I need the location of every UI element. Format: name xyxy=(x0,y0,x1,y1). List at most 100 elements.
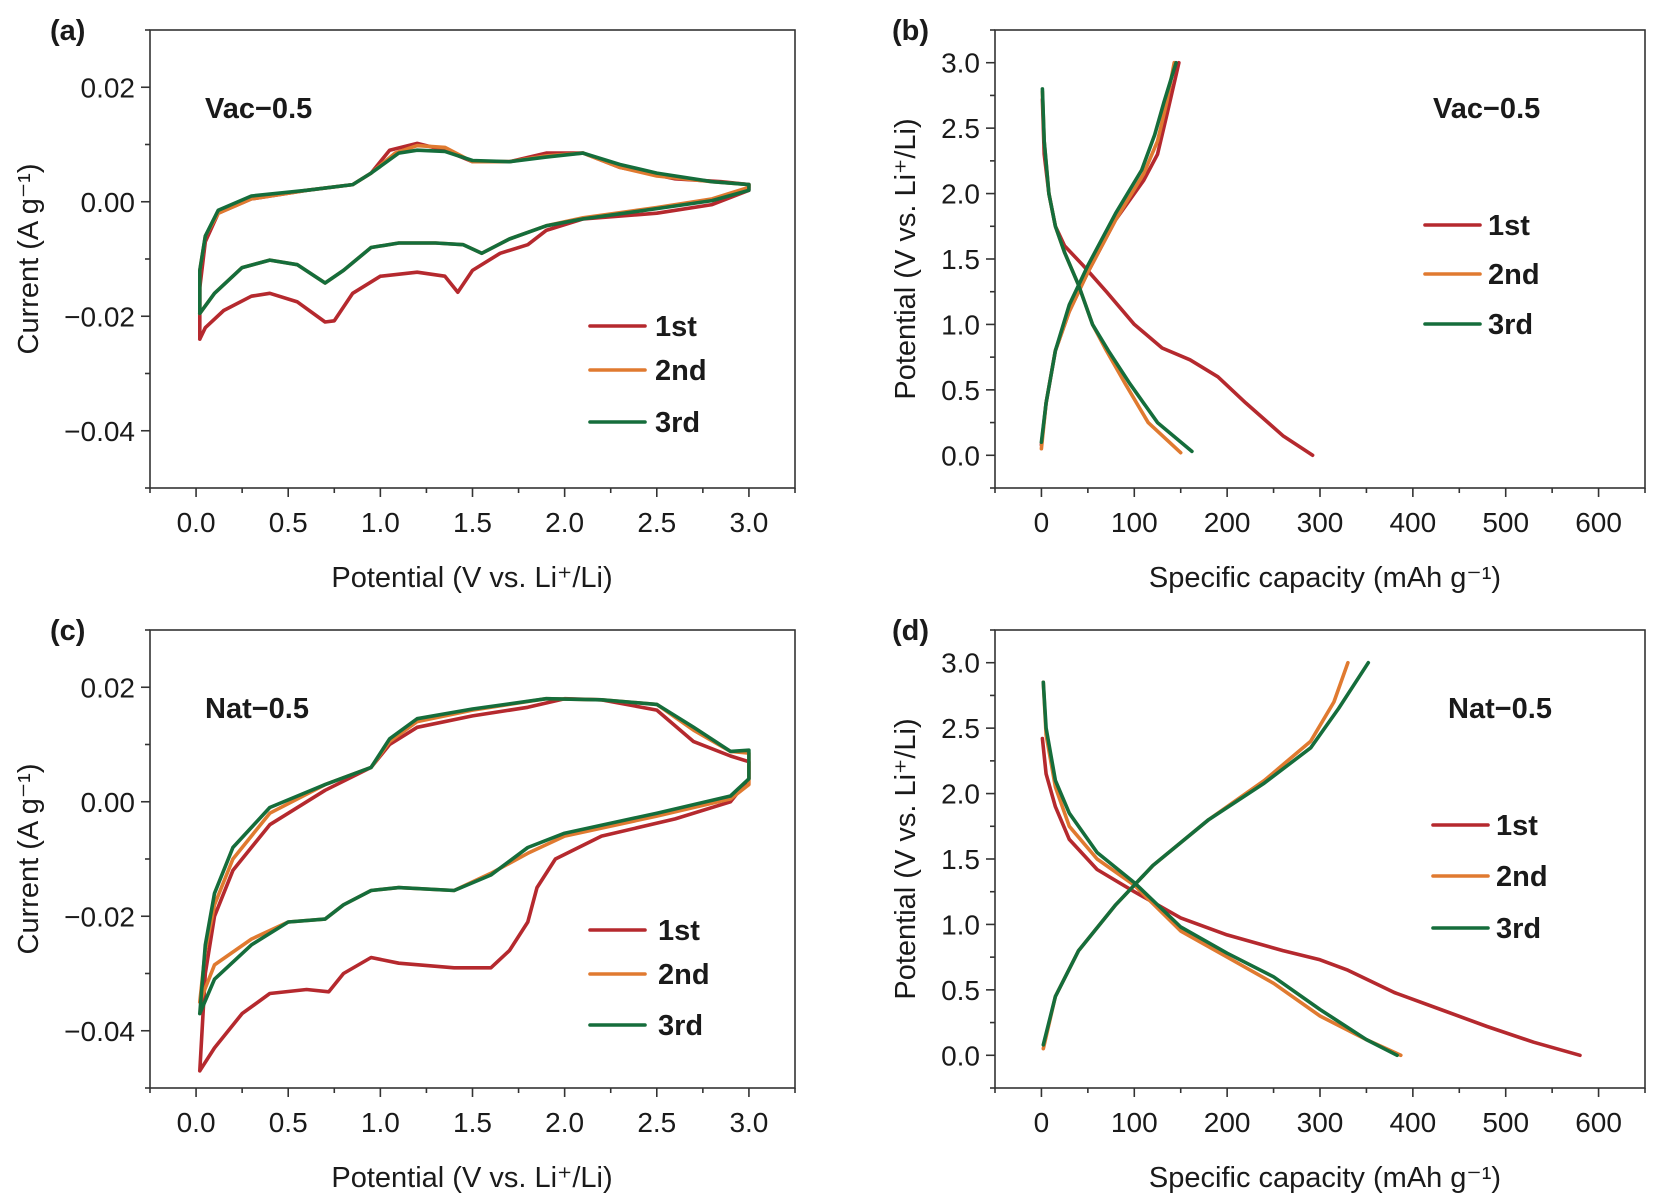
y-tick-label: 1.0 xyxy=(941,309,980,340)
panel-b: (b) 0 100 200 300 400 500 600 0.0 0.5 1.0 1.5 2.0 2… xyxy=(890,15,1646,594)
sample-label: Vac−0.5 xyxy=(1433,93,1540,125)
data-series xyxy=(1040,660,1582,1058)
series-1st xyxy=(198,141,751,341)
x-tick-label: 400 xyxy=(1389,507,1436,538)
legend-label-1st: 1st xyxy=(655,311,697,343)
sample-label: Nat−0.5 xyxy=(1448,693,1552,725)
y-tick-label: −0.04 xyxy=(64,1016,135,1047)
y-tick-labels: −0.04 −0.02 0.00 0.02 xyxy=(64,72,135,447)
y-axis-title: Current (A g⁻¹) xyxy=(13,764,45,955)
y-tick-label: 3.0 xyxy=(941,48,980,79)
y-tick-labels: 0.0 0.5 1.0 1.5 2.0 2.5 3.0 xyxy=(941,648,980,1072)
series-1st xyxy=(1040,736,1582,1058)
legend-label-1st: 1st xyxy=(1496,810,1538,842)
data-series xyxy=(198,141,751,341)
legend-label-2nd: 2nd xyxy=(655,355,707,387)
legend-label-3rd: 3rd xyxy=(658,1010,703,1042)
panel-letter: (b) xyxy=(892,15,929,47)
series-2nd xyxy=(1039,60,1176,451)
series-3rd xyxy=(198,696,751,1016)
y-axis-title: Potential (V vs. Li⁺/Li) xyxy=(890,718,922,999)
legend: 1st 2nd 3rd xyxy=(588,915,710,1042)
y-tick-label: 0.0 xyxy=(941,1040,980,1071)
x-axis-title: Specific capacity (mAh g⁻¹) xyxy=(1149,1162,1501,1194)
legend-label-2nd: 2nd xyxy=(658,959,710,991)
y-tick-label: 0.02 xyxy=(81,672,136,703)
legend-label-3rd: 3rd xyxy=(1496,913,1541,945)
x-tick-label: 0.0 xyxy=(177,1107,216,1138)
series-3rd xyxy=(1041,660,1371,1047)
x-tick-label: 1.5 xyxy=(453,1107,492,1138)
tick-marks xyxy=(141,29,796,497)
y-tick-label: −0.02 xyxy=(64,901,135,932)
x-tick-label: 2.5 xyxy=(637,507,676,538)
series-3rd xyxy=(1040,87,1194,454)
x-tick-label: 2.0 xyxy=(545,1107,584,1138)
x-axis-title: Specific capacity (mAh g⁻¹) xyxy=(1149,562,1501,594)
sample-label: Vac−0.5 xyxy=(205,93,312,125)
y-axis-title: Current (A g⁻¹) xyxy=(13,164,45,355)
x-tick-label: 2.0 xyxy=(545,507,584,538)
legend: 1st 2nd 3rd xyxy=(588,311,707,439)
panel-d: (d) 0 100 200 300 400 500 600 0.0 0.5 1.0 1.5 2.0 2… xyxy=(890,615,1646,1194)
series-3rd xyxy=(198,148,751,316)
y-tick-label: 2.0 xyxy=(941,779,980,810)
series-2nd xyxy=(198,696,751,1004)
legend-label-3rd: 3rd xyxy=(1488,309,1533,341)
x-tick-label: 3.0 xyxy=(729,507,768,538)
x-tick-label: 3.0 xyxy=(729,1107,768,1138)
series-2nd xyxy=(198,143,751,316)
x-tick-label: 100 xyxy=(1111,1107,1158,1138)
data-series xyxy=(1039,60,1315,458)
x-tick-label: 0 xyxy=(1034,507,1050,538)
series-3rd xyxy=(1039,60,1178,444)
panel-letter: (a) xyxy=(50,15,85,47)
tick-marks xyxy=(141,629,796,1097)
x-tick-label: 0.0 xyxy=(177,507,216,538)
x-tick-label: 500 xyxy=(1482,1107,1529,1138)
y-axis-title: Potential (V vs. Li⁺/Li) xyxy=(890,118,922,399)
x-tick-label: 0.5 xyxy=(269,1107,308,1138)
x-tick-label: 1.5 xyxy=(453,507,492,538)
x-tick-label: 400 xyxy=(1389,1107,1436,1138)
x-tick-labels: 0.0 0.5 1.0 1.5 2.0 2.5 3.0 xyxy=(177,507,769,538)
series-3rd xyxy=(1041,680,1399,1058)
legend-label-3rd: 3rd xyxy=(655,407,700,439)
x-tick-label: 100 xyxy=(1111,507,1158,538)
x-tick-label: 200 xyxy=(1204,507,1251,538)
y-tick-label: 0.02 xyxy=(81,72,136,103)
panel-letter: (c) xyxy=(50,615,85,647)
y-tick-labels: 0.0 0.5 1.0 1.5 2.0 2.5 3.0 xyxy=(941,48,980,472)
y-tick-label: −0.04 xyxy=(64,416,135,447)
y-tick-label: 0.5 xyxy=(941,375,980,406)
tick-marks xyxy=(986,629,1646,1097)
x-tick-label: 300 xyxy=(1297,1107,1344,1138)
x-tick-label: 0 xyxy=(1034,1107,1050,1138)
legend-label-2nd: 2nd xyxy=(1496,861,1548,893)
y-tick-label: 1.5 xyxy=(941,844,980,875)
y-tick-label: 3.0 xyxy=(941,648,980,679)
y-tick-label: 0.00 xyxy=(81,787,136,818)
x-tick-label: 200 xyxy=(1204,1107,1251,1138)
x-tick-label: 1.0 xyxy=(361,1107,400,1138)
y-tick-label: 0.0 xyxy=(941,440,980,471)
x-tick-label: 1.0 xyxy=(361,507,400,538)
x-tick-label: 500 xyxy=(1482,507,1529,538)
legend-label-2nd: 2nd xyxy=(1488,259,1540,291)
series-2nd xyxy=(1041,660,1350,1051)
x-tick-label: 0.5 xyxy=(269,507,308,538)
x-axis-title: Potential (V vs. Li⁺/Li) xyxy=(331,1162,612,1194)
x-tick-labels: 0 100 200 300 400 500 600 xyxy=(1034,507,1622,538)
x-tick-label: 2.5 xyxy=(637,1107,676,1138)
y-tick-label: 0.00 xyxy=(81,187,136,218)
y-tick-label: 2.5 xyxy=(941,713,980,744)
legend-label-1st: 1st xyxy=(1488,210,1530,242)
y-tick-labels: −0.04 −0.02 0.00 0.02 xyxy=(64,672,135,1047)
y-tick-label: 2.5 xyxy=(941,113,980,144)
panel-letter: (d) xyxy=(892,615,929,647)
legend: 1st 2nd 3rd xyxy=(1423,210,1540,341)
tick-marks xyxy=(986,29,1646,497)
sample-label: Nat−0.5 xyxy=(205,693,309,725)
x-tick-label: 600 xyxy=(1575,1107,1622,1138)
